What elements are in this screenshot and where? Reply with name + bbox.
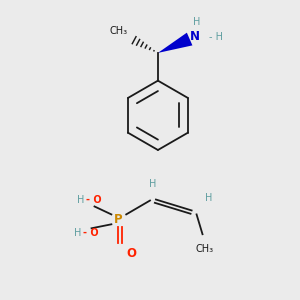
Text: CH₃: CH₃ bbox=[109, 26, 127, 36]
Text: H: H bbox=[77, 194, 85, 205]
Text: - O: - O bbox=[85, 194, 101, 205]
Text: - H: - H bbox=[209, 32, 224, 42]
Text: H: H bbox=[193, 17, 200, 27]
Text: CH₃: CH₃ bbox=[195, 244, 214, 254]
Text: H: H bbox=[149, 179, 157, 189]
Text: - O: - O bbox=[82, 228, 98, 238]
Text: H: H bbox=[205, 193, 212, 202]
Text: P: P bbox=[114, 213, 123, 226]
Text: H: H bbox=[74, 228, 82, 238]
Polygon shape bbox=[158, 33, 192, 53]
Text: N: N bbox=[190, 30, 200, 43]
Text: O: O bbox=[126, 247, 136, 260]
